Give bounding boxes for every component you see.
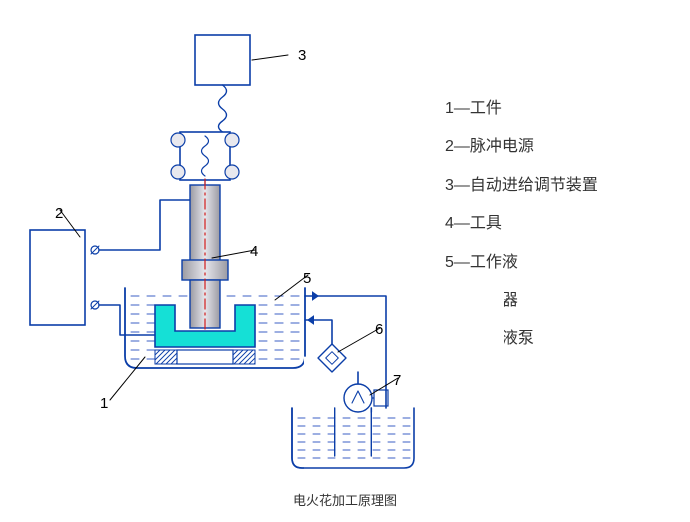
callout-1: 1 <box>100 395 108 412</box>
callout-6: 6 <box>375 321 383 338</box>
diagram-caption: 电火花加工原理图 <box>0 490 690 509</box>
callout-7: 7 <box>393 372 401 389</box>
callout-3: 3 <box>298 47 306 64</box>
edm-schematic: 1 2 3 4 5 6 7 <box>0 0 690 490</box>
callout-4: 4 <box>250 243 258 260</box>
callout-2: 2 <box>55 205 63 222</box>
hatch <box>233 350 255 364</box>
callout-5: 5 <box>303 270 311 287</box>
hatch <box>155 350 177 364</box>
